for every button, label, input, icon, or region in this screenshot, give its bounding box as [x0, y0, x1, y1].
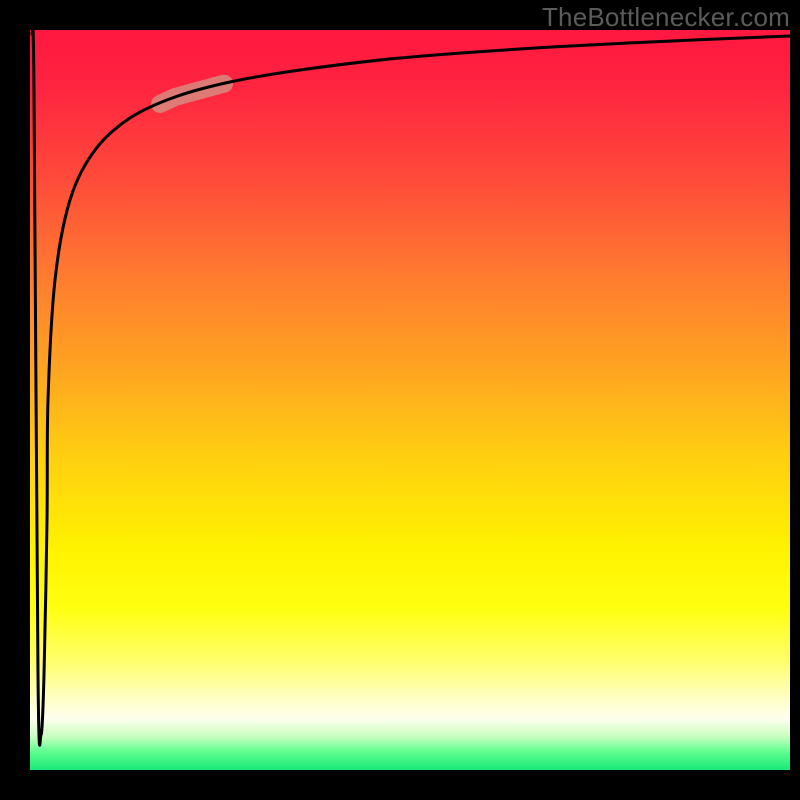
chart-canvas: TheBottlenecker.com — [0, 0, 800, 800]
chart-svg — [0, 0, 800, 800]
watermark-text: TheBottlenecker.com — [542, 2, 790, 33]
plot-background — [30, 30, 790, 770]
